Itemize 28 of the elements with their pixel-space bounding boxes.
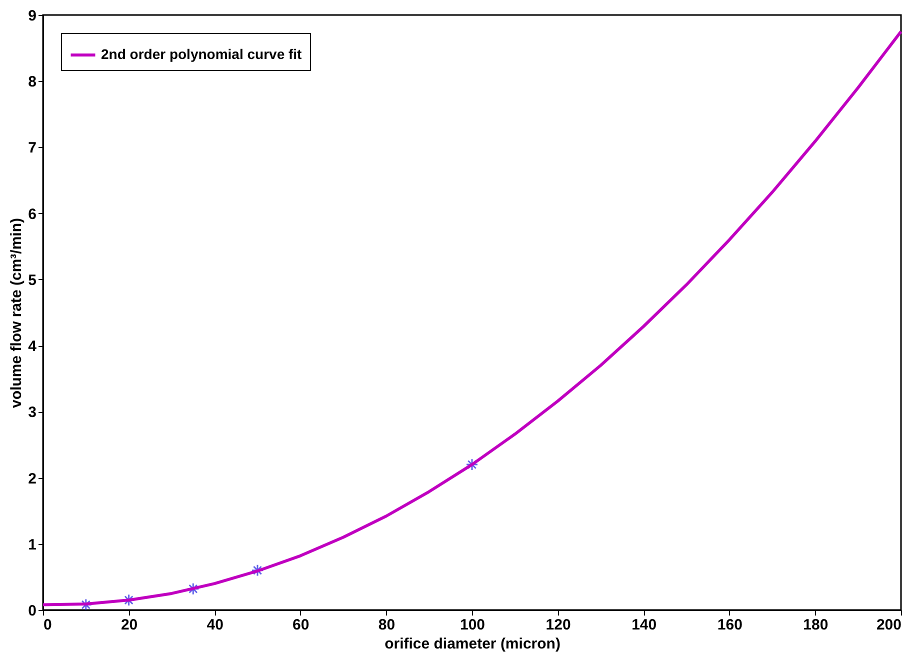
x-tick-label: 180 <box>803 616 828 634</box>
point <box>251 564 264 577</box>
x-tick-label: 40 <box>206 616 224 634</box>
point <box>186 582 200 596</box>
y-tick-label: 6 <box>28 206 36 223</box>
line-series <box>42 30 902 606</box>
x-tick-label: 20 <box>120 616 138 634</box>
y-tick-label: 3 <box>28 404 36 422</box>
x-tick-label: 160 <box>717 616 742 634</box>
y-tick-label: 8 <box>28 74 36 91</box>
x-axis-title: orifice diameter (micron) <box>384 636 560 652</box>
y-axis-title: volume flow rate (cm³/min) <box>8 218 26 408</box>
y-tick-label: 1 <box>28 536 36 554</box>
x-tick-label: 200 <box>876 616 902 634</box>
y-tick-label: 9 <box>28 8 36 24</box>
x-tick-label: 60 <box>292 616 310 634</box>
y-tick-label: 4 <box>28 338 38 356</box>
y-tick-label: 5 <box>28 272 36 289</box>
x-tick-label: 80 <box>378 616 396 634</box>
x-tick-label: 120 <box>546 616 571 634</box>
y-tick-label: 0 <box>28 602 36 620</box>
x-tick-label: 0 <box>44 616 52 634</box>
y-tick-label: 2 <box>28 470 36 488</box>
legend-label: 2nd order polynomial curve fit <box>101 46 302 62</box>
x-tick-label: 100 <box>460 616 486 634</box>
x-tick-label: 140 <box>632 616 657 634</box>
y-tick-label: 7 <box>28 140 36 157</box>
point <box>466 458 478 471</box>
